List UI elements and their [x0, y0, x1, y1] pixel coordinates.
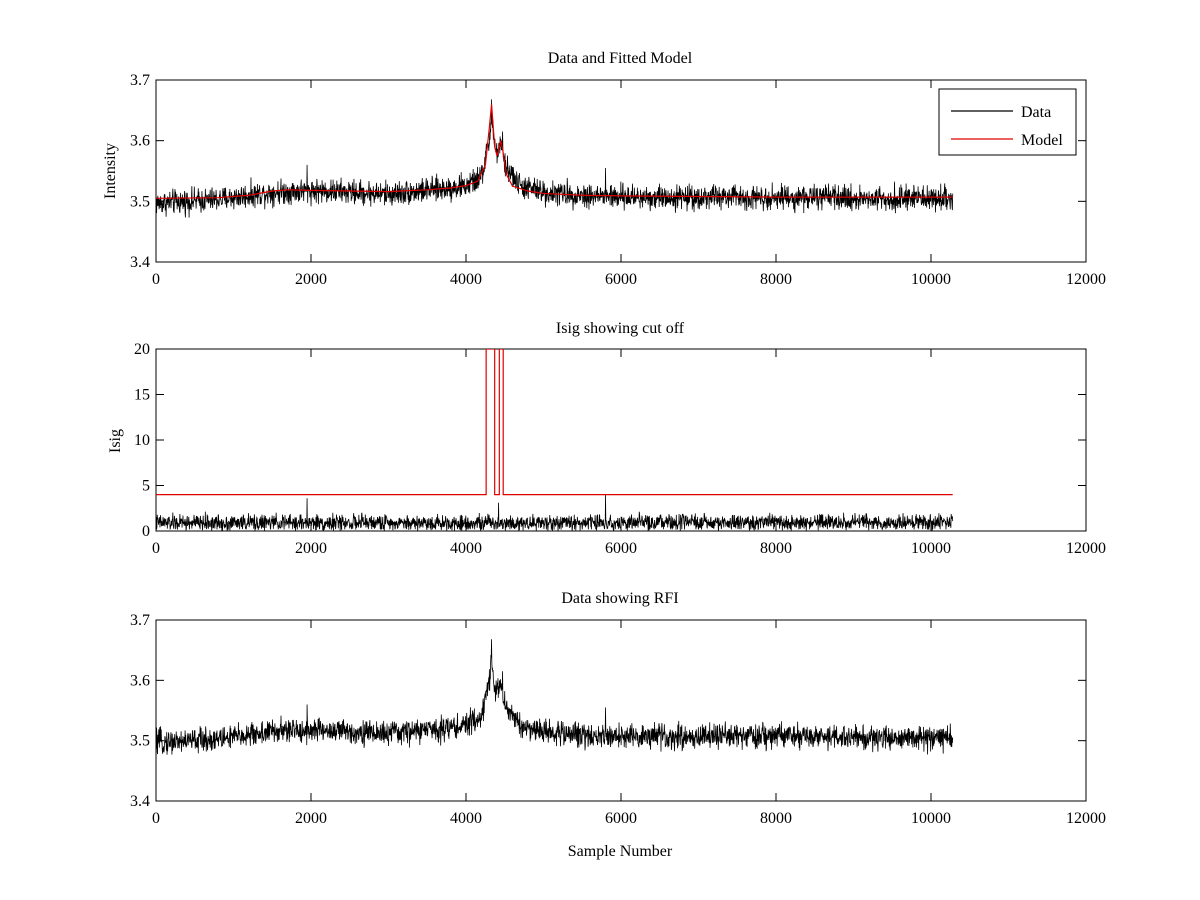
y-tick-label: 0: [142, 523, 150, 540]
legend-box: [938, 88, 1077, 156]
y-tick-label: 15: [134, 387, 150, 404]
axes-frame: [155, 79, 1087, 263]
x-tick-label: 0: [152, 810, 160, 827]
chart-title: Isig showing cut off: [556, 320, 685, 337]
x-tick-label: 2000: [295, 271, 327, 288]
legend: Data Model: [938, 88, 1077, 156]
x-tick-label: 8000: [760, 271, 792, 288]
y-axis-label: Isig: [107, 429, 124, 453]
x-tick-label: 6000: [605, 810, 637, 827]
series-model-line: [156, 104, 953, 199]
y-tick-label: 3.6: [130, 133, 150, 150]
chart-title: Data and Fitted Model: [548, 50, 693, 67]
y-tick-label: 3.5: [130, 733, 150, 750]
x-tick-label: 6000: [605, 271, 637, 288]
y-tick-label: 3.4: [130, 793, 150, 810]
y-tick-label: 3.5: [130, 193, 150, 210]
x-tick-label: 10000: [911, 271, 951, 288]
x-tick-label: 4000: [450, 271, 482, 288]
x-tick-label: 8000: [760, 810, 792, 827]
y-tick-label: 3.4: [130, 254, 150, 271]
series-data-line: [156, 99, 954, 218]
y-tick-label: 3.7: [130, 612, 150, 629]
y-tick-label: 3.6: [130, 672, 150, 689]
x-tick-label: 2000: [295, 540, 327, 557]
panel-data-showing-rfi: Data showing RFI Sample Number 0 2000 4000…: [130, 590, 1106, 860]
series-isig-line: [156, 494, 954, 531]
x-tick-label: 12000: [1066, 271, 1106, 288]
y-tick-label: 10: [134, 432, 150, 449]
axes-frame: [155, 348, 1087, 532]
x-tick-label: 12000: [1066, 810, 1106, 827]
plot-area: [156, 639, 954, 755]
chart-title: Data showing RFI: [561, 590, 678, 607]
x-tick-label: 6000: [605, 540, 637, 557]
x-tick-label: 0: [152, 271, 160, 288]
x-tick-label: 4000: [450, 540, 482, 557]
y-axis-label: Intensity: [102, 143, 119, 199]
plot-area: [156, 349, 954, 531]
y-tick-label: 20: [134, 341, 150, 358]
series-cut-off-line: [156, 349, 953, 496]
panel-isig-showing-cut-off: Isig showing cut off Isig 0 2000 4000 6000 8…: [107, 320, 1106, 557]
x-axis-label: Sample Number: [568, 843, 673, 860]
series-data-line: [156, 639, 954, 755]
axes-frame: [155, 619, 1087, 802]
x-tick-label: 2000: [295, 810, 327, 827]
x-tick-label: 10000: [911, 540, 951, 557]
y-tick-label: 3.7: [130, 72, 150, 89]
legend-label-model: Model: [1021, 132, 1063, 149]
x-tick-label: 0: [152, 540, 160, 557]
plot-area: [156, 99, 954, 218]
panel-data-and-fitted-model: Data and Fitted Model Intensity 0 2000 400…: [102, 50, 1106, 288]
x-tick-label: 10000: [911, 810, 951, 827]
x-tick-label: 12000: [1066, 540, 1106, 557]
x-tick-label: 4000: [450, 810, 482, 827]
legend-label-data: Data: [1021, 104, 1051, 121]
x-tick-label: 8000: [760, 540, 792, 557]
y-tick-label: 5: [142, 478, 150, 495]
